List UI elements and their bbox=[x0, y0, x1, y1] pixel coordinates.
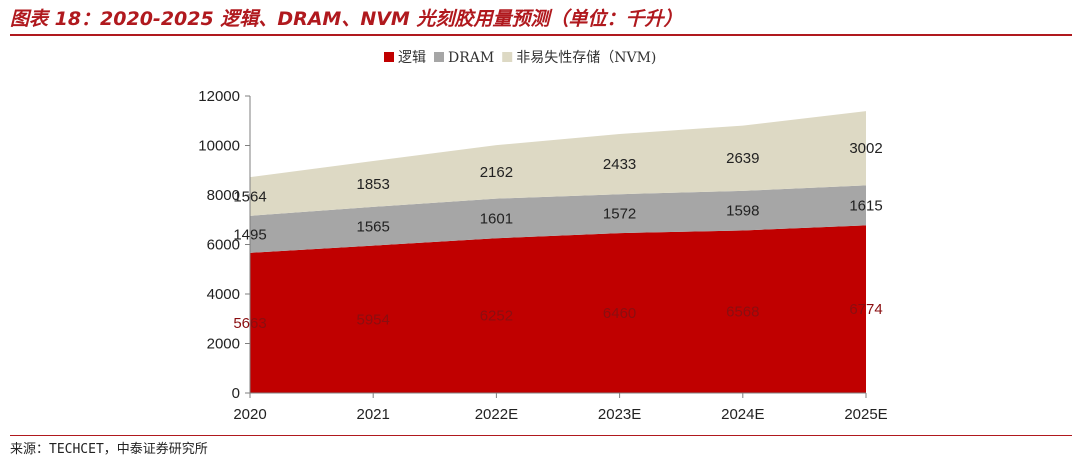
nvm-area bbox=[250, 111, 866, 216]
dram-data-label: 1615 bbox=[849, 197, 882, 214]
title-rule bbox=[10, 34, 1072, 36]
y-tick-label: 4000 bbox=[207, 286, 240, 303]
stacked-area-chart: 0 2000 4000 6000 8000 10000 12000 2020 2021 2022E… bbox=[198, 50, 887, 423]
logic-area bbox=[250, 225, 866, 393]
y-tick-label: 0 bbox=[232, 385, 240, 402]
nvm-data-label: 1853 bbox=[357, 176, 390, 193]
legend-swatch-dram bbox=[434, 52, 444, 62]
x-tick-label: 2023E bbox=[598, 406, 641, 423]
legend-swatch-logic bbox=[384, 52, 394, 62]
dram-data-label: 1572 bbox=[603, 206, 636, 223]
y-tick-label: 10000 bbox=[198, 138, 240, 155]
x-tick-label: 2022E bbox=[475, 406, 518, 423]
logic-data-label: 6252 bbox=[480, 308, 513, 325]
legend: 逻辑 DRAM 非易失性存储（NVM) bbox=[384, 50, 656, 66]
source-rule bbox=[10, 435, 1072, 436]
logic-data-label: 6774 bbox=[849, 301, 882, 318]
y-tick-label: 2000 bbox=[207, 336, 240, 353]
legend-label-nvm: 非易失性存储（NVM) bbox=[516, 50, 656, 66]
x-tick-label: 2021 bbox=[357, 406, 390, 423]
data-labels-group: 5663 5954 6252 6460 6568 6774 1495 1565 1601 1572… bbox=[233, 140, 882, 332]
legend-label-dram: DRAM bbox=[448, 50, 494, 66]
y-tick-label: 6000 bbox=[207, 237, 240, 254]
nvm-data-label: 2433 bbox=[603, 156, 636, 173]
legend-swatch-nvm bbox=[502, 52, 513, 62]
logic-data-label: 6460 bbox=[603, 305, 636, 322]
figure-title: 图表 18：2020-2025 逻辑、DRAM、NVM 光刻胶用量预测（单位：千… bbox=[10, 8, 683, 30]
logic-data-label: 5954 bbox=[357, 311, 390, 328]
dram-data-label: 1565 bbox=[357, 218, 390, 235]
logic-data-label: 6568 bbox=[726, 304, 759, 321]
nvm-data-label: 1564 bbox=[233, 188, 266, 205]
axes-group: 0 2000 4000 6000 8000 10000 12000 2020 2021 2022E… bbox=[198, 88, 887, 423]
nvm-data-label: 2162 bbox=[480, 164, 513, 181]
legend-label-logic: 逻辑 bbox=[398, 50, 426, 66]
area-series-group bbox=[250, 111, 866, 393]
x-tick-label: 2020 bbox=[233, 406, 266, 423]
nvm-data-label: 2639 bbox=[726, 150, 759, 167]
y-tick-label: 12000 bbox=[198, 88, 240, 105]
dram-data-label: 1598 bbox=[726, 203, 759, 220]
source-note: 来源：TECHCET，中泰证券研究所 bbox=[10, 442, 208, 457]
dram-data-label: 1495 bbox=[233, 226, 266, 243]
x-tick-label: 2024E bbox=[721, 406, 764, 423]
nvm-data-label: 3002 bbox=[849, 140, 882, 157]
dram-data-label: 1601 bbox=[480, 210, 513, 227]
y-tick-label: 8000 bbox=[207, 187, 240, 204]
dram-area bbox=[250, 185, 866, 253]
logic-data-label: 5663 bbox=[233, 315, 266, 332]
x-tick-label: 2025E bbox=[844, 406, 887, 423]
